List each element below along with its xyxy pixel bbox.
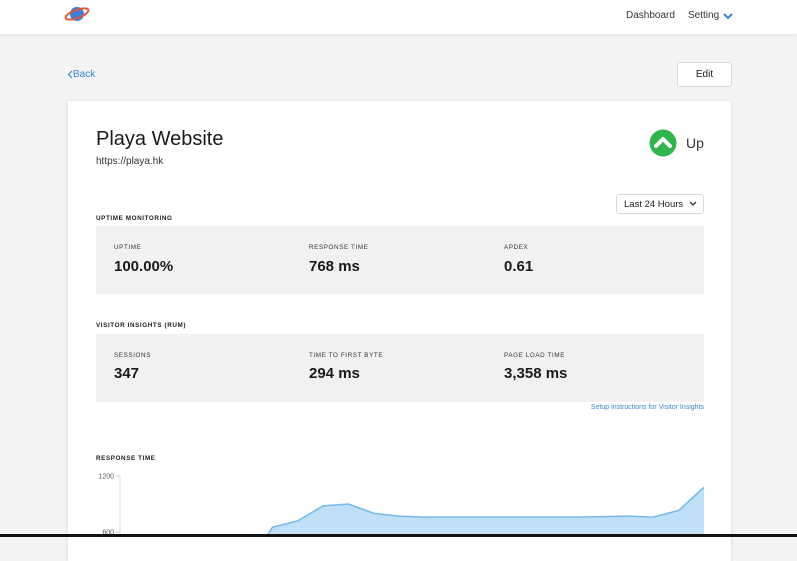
area-line [267, 486, 705, 534]
metric-value: 0.61 [504, 258, 534, 275]
setup-link[interactable]: Setup instructions for Visitor Insights [590, 404, 704, 411]
metrics-box [96, 226, 704, 294]
metrics-box [96, 334, 704, 402]
back-chevron[interactable] [67, 70, 73, 79]
y-tick-label: 600 [102, 530, 114, 535]
metric-value: 100.00% [114, 258, 174, 275]
top-nav: Dashboard Setting [0, 0, 797, 34]
dropdown-chevron[interactable] [723, 12, 733, 20]
y-tick-label: 1200 [98, 474, 114, 481]
metric-label: TIME TO FIRST BYTE [309, 352, 384, 359]
nav-link[interactable]: Dashboard [626, 10, 675, 21]
metric-label: PAGE LOAD TIME [504, 352, 566, 359]
status-text: Up [686, 135, 704, 151]
metric-value: 347 [114, 365, 140, 382]
logo[interactable] [64, 4, 90, 24]
screen-edge [0, 534, 797, 537]
metric-value: 768 ms [309, 258, 360, 275]
metric-label: UPTIME [114, 244, 142, 251]
section-title: UPTIME MONITORING [96, 215, 173, 222]
select-chevron[interactable] [689, 201, 697, 207]
nav-link[interactable]: Setting [688, 10, 720, 21]
response-chart: 600 1200 [98, 474, 705, 535]
metric-label: RESPONSE TIME [309, 244, 369, 251]
range-select[interactable]: Last 24 Hours [616, 194, 704, 214]
metric-value: 3,358 ms [504, 365, 568, 382]
site-name: Playa Website [96, 128, 224, 150]
metric-label: SESSIONS [114, 352, 151, 359]
metric-value: 294 ms [309, 365, 360, 382]
status-icon [649, 129, 677, 157]
back-link[interactable]: Back [73, 69, 96, 80]
section-title: VISITOR INSIGHTS (RUM) [96, 322, 187, 329]
area [268, 487, 704, 534]
section-title: RESPONSE TIME [96, 455, 156, 462]
card [68, 101, 731, 561]
site-url: https://playa.hk [96, 156, 164, 167]
edit-button[interactable]: Edit [677, 62, 732, 87]
metric-label: APDEX [504, 244, 529, 251]
